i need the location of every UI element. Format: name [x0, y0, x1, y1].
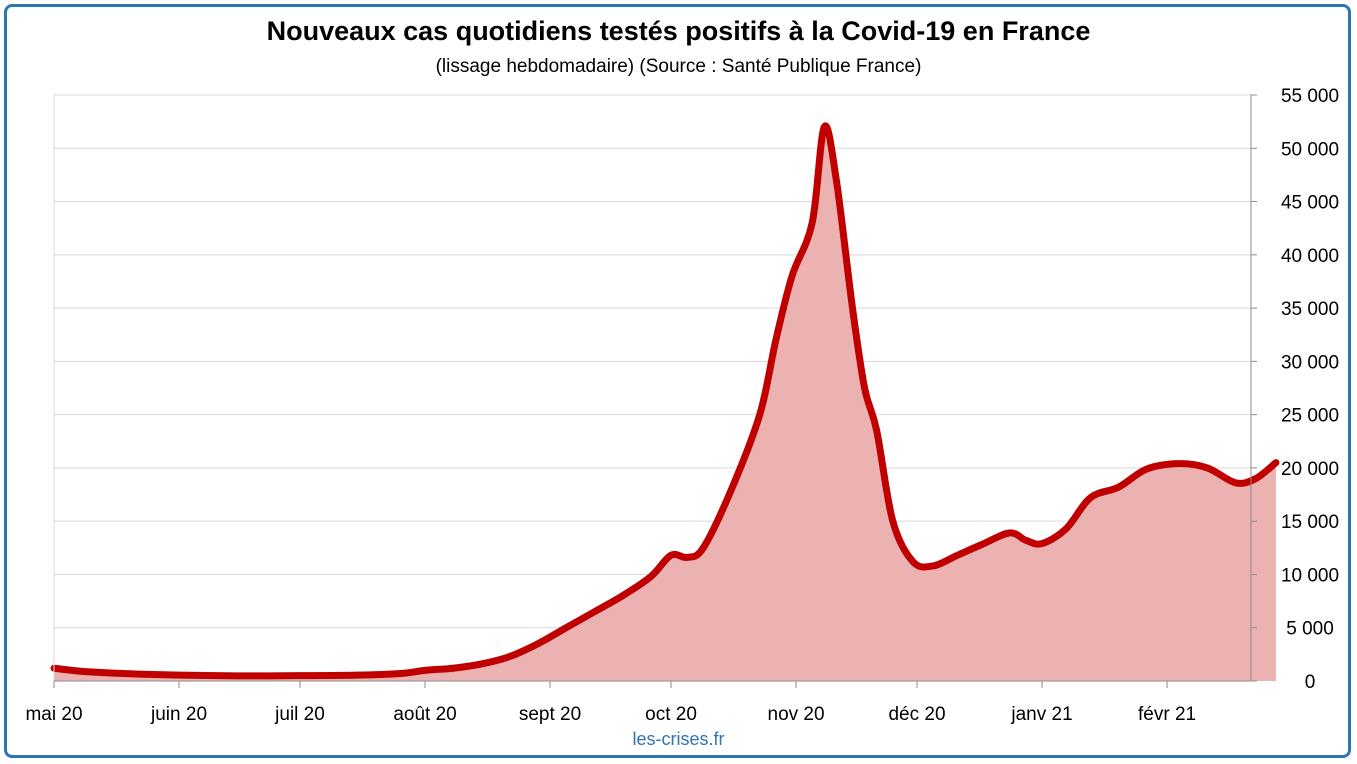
chart-subtitle: (lissage hebdomadaire) (Source : Santé P…: [435, 56, 922, 77]
x-tick-label: oct 20: [645, 704, 697, 725]
y-tick-label: 0: [1305, 672, 1316, 693]
x-tick-label: juil 20: [274, 704, 325, 725]
x-tick-label: déc 20: [888, 704, 945, 725]
x-tick-label: juin 20: [150, 704, 207, 725]
y-tick-label: 35 000: [1281, 299, 1339, 320]
x-tick-label: août 20: [393, 704, 456, 725]
y-tick-label: 30 000: [1281, 352, 1339, 373]
y-tick-label: 55 000: [1281, 86, 1339, 107]
y-tick-labels: 0 5 000 10 000 15 000 20 000 25 000 30 000 35 0…: [1251, 86, 1339, 693]
source-credit: les-crises.fr: [632, 729, 725, 749]
y-tick-label: 50 000: [1281, 139, 1339, 160]
y-tick-label: 10 000: [1281, 565, 1339, 586]
y-tick-label: 20 000: [1281, 459, 1339, 480]
x-tick-label: sept 20: [519, 704, 581, 725]
chart-title: Nouveaux cas quotidiens testés positifs …: [266, 16, 1091, 46]
series-area: [54, 125, 1276, 681]
x-tick-labels: mai 20 juin 20 juil 20 août 20 sept 20 oct 20…: [25, 681, 1196, 725]
x-tick-label: janv 21: [1010, 704, 1072, 725]
y-tick-label: 5 000: [1286, 619, 1334, 640]
axes: [53, 95, 1252, 682]
y-tick-label: 25 000: [1281, 406, 1339, 427]
x-tick-label: mai 20: [25, 704, 82, 725]
x-tick-label: févr 21: [1138, 704, 1196, 725]
x-tick-label: nov 20: [768, 704, 825, 725]
y-tick-label: 40 000: [1281, 246, 1339, 267]
series-line: [50, 122, 1280, 680]
y-tick-label: 45 000: [1281, 193, 1339, 214]
gridlines: [54, 94, 1251, 629]
area-layer: [50, 122, 1280, 681]
y-tick-label: 15 000: [1281, 512, 1339, 533]
